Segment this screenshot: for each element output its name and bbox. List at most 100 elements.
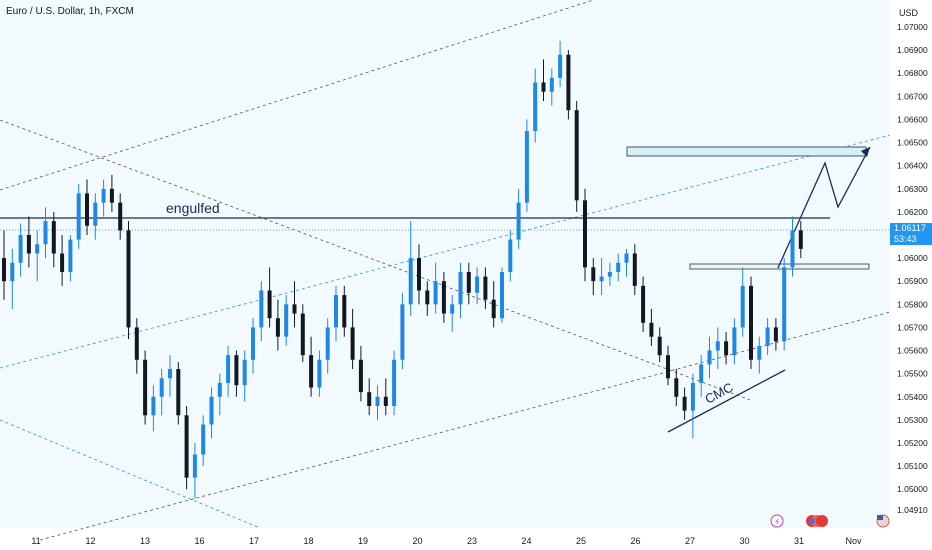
candle-body[interactable]	[242, 359, 247, 386]
candle-body[interactable]	[433, 281, 438, 305]
candle-body[interactable]	[251, 327, 255, 360]
event-dot-icon[interactable]	[816, 515, 828, 527]
candle-body[interactable]	[450, 304, 455, 314]
candle-body[interactable]	[334, 295, 338, 328]
candle-body[interactable]	[740, 285, 745, 328]
candle-body[interactable]	[624, 253, 629, 263]
candle-body[interactable]	[192, 454, 197, 478]
candle-body[interactable]	[284, 304, 289, 337]
candle-body[interactable]	[68, 239, 73, 272]
candle-body[interactable]	[533, 82, 538, 131]
candle-body[interactable]	[134, 327, 139, 360]
candle-body[interactable]	[400, 304, 405, 360]
candle-body[interactable]	[425, 290, 430, 305]
candle-body[interactable]	[35, 244, 40, 254]
candle-body[interactable]	[118, 202, 123, 231]
candle-body[interactable]	[566, 54, 571, 111]
candle-body[interactable]	[524, 130, 529, 203]
candle-body[interactable]	[51, 221, 56, 254]
candle-body[interactable]	[483, 276, 488, 300]
candle-body[interactable]	[325, 327, 330, 360]
candle-body[interactable]	[168, 369, 172, 379]
candle-body[interactable]	[358, 359, 363, 393]
candle-body[interactable]	[541, 82, 546, 92]
candle-body[interactable]	[591, 267, 596, 282]
candle-body[interactable]	[101, 188, 106, 203]
candle-body[interactable]	[790, 230, 795, 268]
candle-body[interactable]	[350, 327, 355, 360]
candle-body[interactable]	[583, 200, 587, 268]
candle-body[interactable]	[632, 253, 637, 286]
candle-body[interactable]	[201, 424, 206, 455]
candle-body[interactable]	[574, 110, 579, 201]
candle-body[interactable]	[491, 299, 496, 319]
candle-body[interactable]	[732, 327, 737, 356]
candle-body[interactable]	[649, 322, 654, 337]
candle-body[interactable]	[43, 221, 48, 245]
candle-body[interactable]	[782, 267, 787, 342]
candle-body[interactable]	[375, 396, 380, 407]
candle-body[interactable]	[275, 318, 280, 337]
descending-trendline[interactable]	[0, 119, 751, 401]
candle-body[interactable]	[715, 341, 720, 351]
candle-body[interactable]	[176, 369, 181, 416]
candle-body[interactable]	[516, 202, 521, 240]
candle-body[interactable]	[724, 341, 729, 356]
candle-body[interactable]	[599, 276, 604, 282]
candle-body[interactable]	[417, 258, 421, 291]
candle-body[interactable]	[749, 285, 753, 360]
candle-body[interactable]	[607, 271, 612, 277]
lightning-event-icon[interactable]	[770, 514, 784, 528]
candle-body[interactable]	[508, 239, 513, 272]
candle-body[interactable]	[500, 271, 504, 319]
candle-body[interactable]	[151, 396, 156, 416]
candle-body[interactable]	[209, 396, 214, 425]
candle-body[interactable]	[657, 336, 662, 356]
candle-body[interactable]	[309, 355, 314, 388]
candle-body[interactable]	[666, 355, 670, 379]
candle-body[interactable]	[765, 327, 770, 346]
candle-body[interactable]	[773, 327, 778, 342]
candle-body[interactable]	[259, 290, 264, 328]
projected-path[interactable]	[777, 146, 871, 269]
candle-body[interactable]	[267, 290, 272, 319]
candle-body[interactable]	[707, 350, 712, 365]
candle-body[interactable]	[408, 258, 413, 305]
candle-body[interactable]	[234, 355, 239, 386]
candle-body[interactable]	[441, 281, 446, 314]
candle-body[interactable]	[126, 230, 131, 328]
candle-body[interactable]	[699, 364, 704, 383]
candle-body[interactable]	[26, 234, 31, 254]
cmc-support-line[interactable]	[667, 369, 786, 433]
candle-body[interactable]	[616, 262, 621, 272]
candle-body[interactable]	[317, 359, 322, 388]
candle-body[interactable]	[466, 271, 471, 293]
candle-body[interactable]	[85, 193, 89, 226]
candle-body[interactable]	[383, 396, 388, 407]
candle-body[interactable]	[757, 345, 762, 360]
candle-body[interactable]	[342, 295, 347, 328]
candle-body[interactable]	[798, 230, 803, 249]
candle-body[interactable]	[109, 188, 114, 203]
candle-body[interactable]	[184, 415, 189, 478]
candle-body[interactable]	[93, 202, 98, 226]
candle-body[interactable]	[674, 378, 679, 397]
candle-body[interactable]	[549, 77, 554, 92]
candle-body[interactable]	[458, 271, 463, 305]
candle-body[interactable]	[10, 262, 15, 282]
candle-body[interactable]	[76, 193, 81, 240]
candle-body[interactable]	[392, 359, 397, 407]
supply-zone-box[interactable]	[626, 146, 867, 157]
candle-body[interactable]	[217, 382, 222, 397]
candle-body[interactable]	[300, 313, 305, 356]
candle-body[interactable]	[143, 359, 148, 416]
candle-body[interactable]	[60, 253, 65, 272]
channel-lower-line[interactable]	[39, 311, 891, 541]
candle-body[interactable]	[558, 54, 563, 78]
candle-body[interactable]	[641, 285, 646, 323]
candle-body[interactable]	[682, 396, 687, 411]
candle-body[interactable]	[475, 276, 480, 293]
candle-body[interactable]	[690, 382, 695, 411]
candle-body[interactable]	[292, 304, 297, 314]
